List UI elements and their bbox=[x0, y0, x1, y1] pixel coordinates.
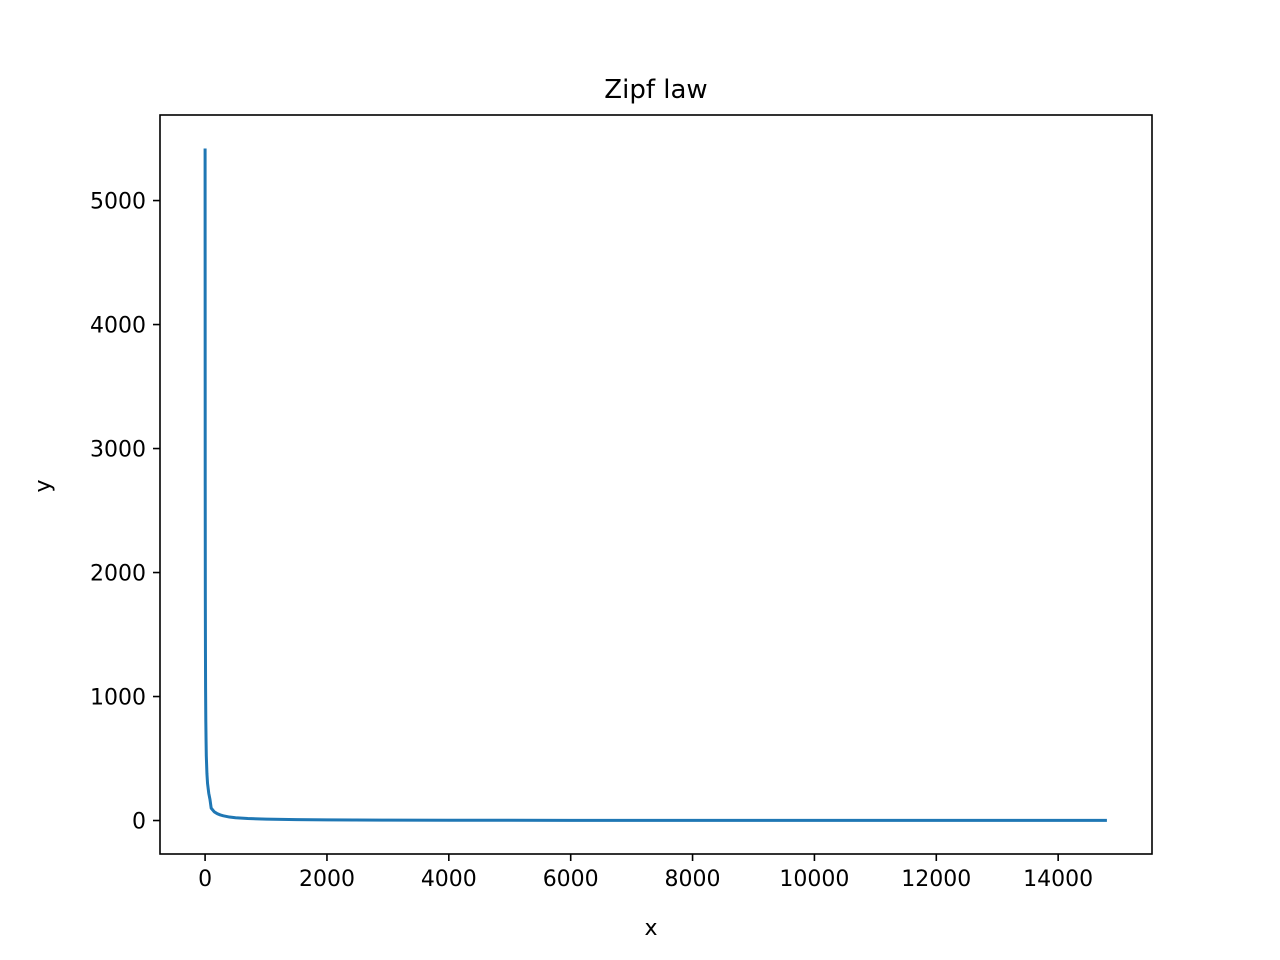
x-tick-label: 12000 bbox=[901, 867, 971, 892]
axes-frame bbox=[159, 114, 1153, 855]
y-tick-label: 1000 bbox=[90, 686, 146, 711]
chart-title: Zipf law bbox=[604, 75, 707, 105]
x-tick-label: 4000 bbox=[421, 867, 477, 892]
x-tick-label: 8000 bbox=[665, 867, 721, 892]
x-axis: 0 2000 4000 6000 8000 10000 12000 14000 bbox=[198, 854, 1093, 892]
x-axis-label: x bbox=[644, 916, 657, 941]
x-tick-label: 14000 bbox=[1023, 867, 1093, 892]
y-axis-label: y bbox=[31, 479, 56, 492]
x-tick-label: 6000 bbox=[543, 867, 599, 892]
y-tick-label: 3000 bbox=[90, 438, 146, 463]
plot-area bbox=[203, 148, 1107, 822]
x-tick-label: 2000 bbox=[299, 867, 355, 892]
y-axis: 0 1000 2000 3000 4000 5000 bbox=[90, 190, 160, 835]
y-tick-label: 2000 bbox=[90, 562, 146, 587]
series-line-0 bbox=[203, 148, 1107, 822]
x-tick-label: 10000 bbox=[779, 867, 849, 892]
y-tick-label: 4000 bbox=[90, 314, 146, 339]
x-tick-label: 0 bbox=[198, 867, 212, 892]
y-tick-label: 5000 bbox=[90, 190, 146, 215]
y-tick-label: 0 bbox=[132, 810, 146, 835]
